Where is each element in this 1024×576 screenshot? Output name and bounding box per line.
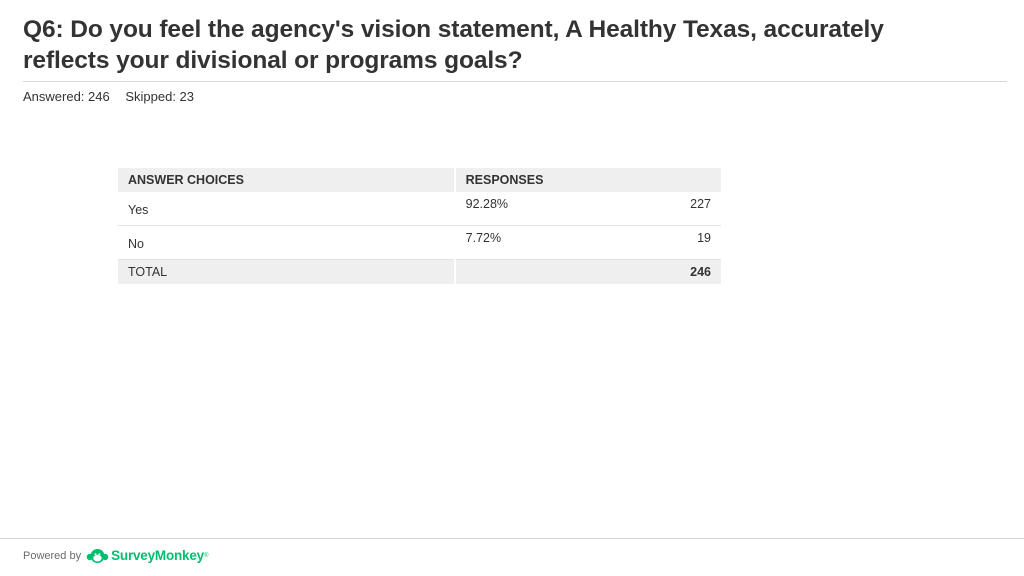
table-row: Yes 92.28% 227 — [118, 192, 721, 226]
total-count: 246 — [454, 259, 721, 284]
response-percent: 92.28% — [465, 197, 509, 211]
surveymonkey-logo-icon — [86, 548, 109, 563]
surveymonkey-brand[interactable]: SurveyMonkey — [111, 548, 204, 563]
response-count: 227 — [690, 197, 711, 211]
response-stats: Answered: 246 Skipped: 23 — [23, 89, 194, 104]
footer: Powered by SurveyMonkey ® — [23, 548, 208, 563]
response-percent: 7.72% — [465, 231, 502, 245]
header-answer-choices: ANSWER CHOICES — [118, 168, 456, 192]
powered-by-label: Powered by — [23, 549, 82, 562]
question-title: Q6: Do you feel the agency's vision stat… — [23, 16, 884, 74]
response-cell: 7.72% 19 — [454, 225, 721, 260]
answered-count: Answered: 246 — [23, 89, 110, 104]
total-row: TOTAL 246 — [118, 259, 721, 284]
total-label: TOTAL — [118, 259, 456, 284]
footer-divider — [0, 538, 1024, 539]
trademark-mark: ® — [204, 552, 209, 559]
header-responses: RESPONSES — [454, 168, 721, 192]
skipped-count: Skipped: 23 — [125, 89, 195, 104]
answer-choice-label: Yes — [118, 192, 455, 226]
title-divider — [23, 81, 1007, 82]
results-table: ANSWER CHOICES RESPONSES Yes 92.28% 227 … — [118, 168, 721, 284]
table-row: No 7.72% 19 — [118, 225, 721, 260]
answer-choice-label: No — [118, 225, 455, 260]
response-cell: 92.28% 227 — [454, 192, 721, 226]
table-header-row: ANSWER CHOICES RESPONSES — [118, 168, 721, 192]
response-count: 19 — [697, 231, 711, 245]
